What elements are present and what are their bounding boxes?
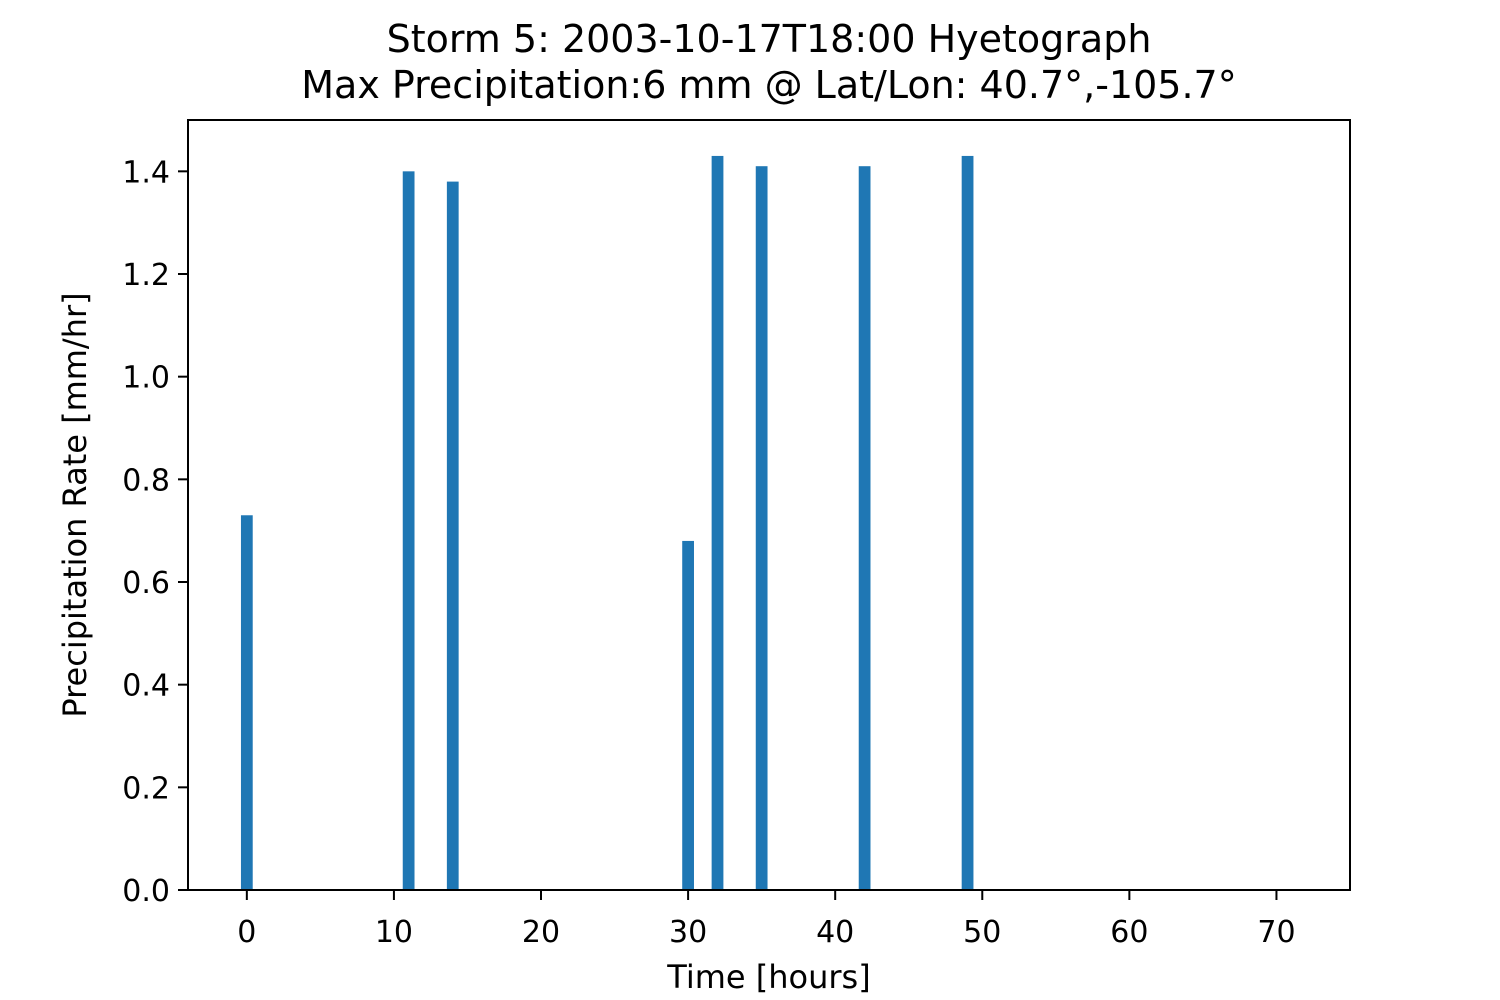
chart-title: Storm 5: 2003-10-17T18:00 Hyetograph — [387, 17, 1152, 61]
bar-series — [240, 155, 974, 891]
x-tick-label: 70 — [1257, 915, 1295, 950]
y-tick-label: 0.4 — [122, 669, 170, 704]
y-tick-label: 1.2 — [122, 258, 170, 293]
plot-frame — [187, 119, 1351, 891]
x-tick-label: 10 — [375, 915, 413, 950]
bar — [711, 155, 724, 890]
bar — [446, 181, 459, 891]
bar — [682, 540, 694, 890]
y-axis-label: Precipitation Rate [mm/hr] — [56, 292, 94, 717]
x-tick-label: 40 — [816, 915, 854, 950]
x-tick-label: 60 — [1110, 915, 1148, 950]
x-axis-label: Time [hours] — [666, 958, 870, 996]
bar — [402, 171, 415, 891]
x-tick-label: 20 — [522, 915, 560, 950]
bar — [240, 515, 253, 890]
y-tick-label: 0.6 — [122, 566, 170, 601]
bar — [858, 166, 871, 890]
bar — [755, 166, 768, 890]
y-axis-ticks: 0.0 0.2 0.4 0.6 0.8 1.0 1.2 1.4 — [122, 155, 188, 909]
y-tick-label: 0.2 — [122, 771, 170, 806]
y-tick-label: 0.8 — [122, 463, 170, 498]
x-tick-label: 50 — [963, 915, 1001, 950]
y-tick-label: 1.0 — [122, 361, 170, 396]
chart-subtitle: Max Precipitation:6 mm @ Lat/Lon: 40.7°,… — [301, 63, 1236, 107]
x-tick-label: 0 — [237, 915, 256, 950]
y-tick-label: 0.0 — [122, 874, 170, 909]
x-tick-label: 30 — [669, 915, 707, 950]
y-tick-label: 1.4 — [122, 155, 170, 190]
x-axis-ticks: 0 10 20 30 40 50 60 70 — [237, 890, 1296, 950]
bar — [961, 155, 974, 890]
